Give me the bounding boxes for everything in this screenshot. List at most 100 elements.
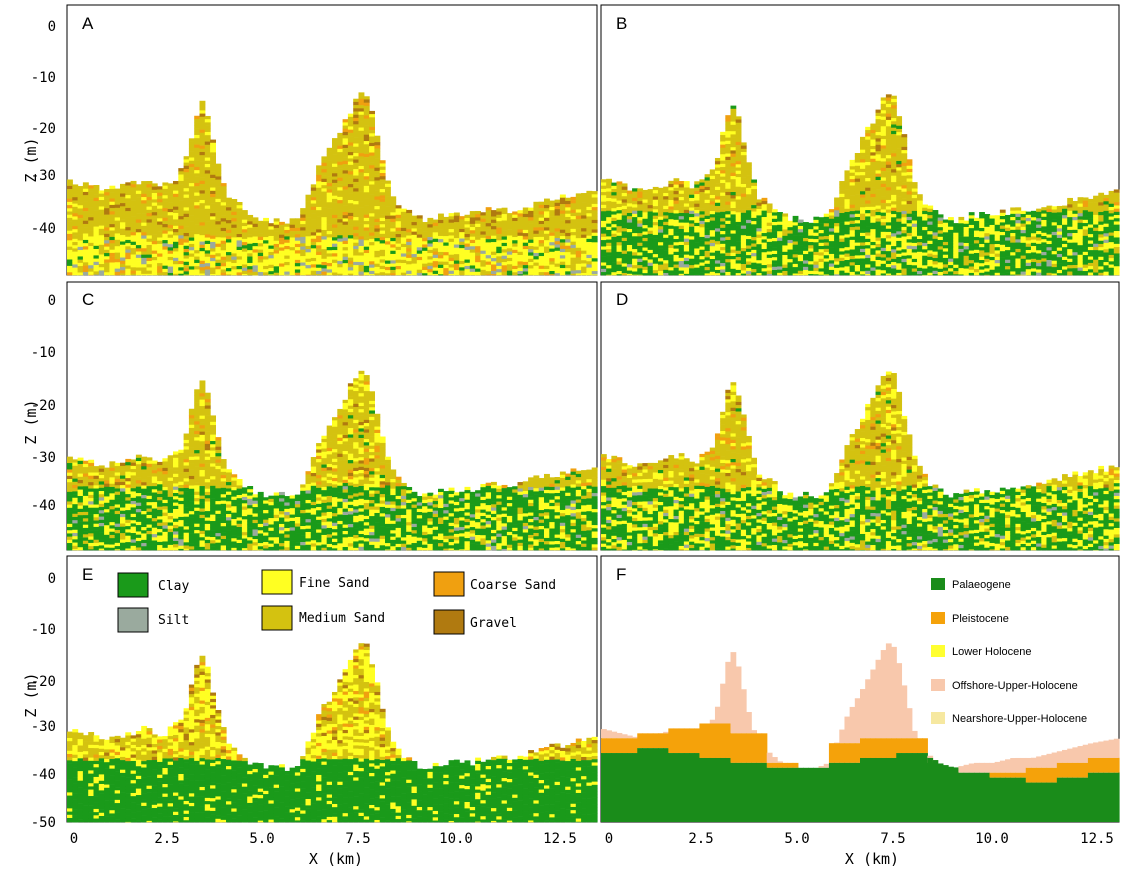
lithology-cell — [162, 243, 169, 247]
lithology-cell — [880, 193, 887, 197]
lithology-cell — [130, 232, 137, 236]
lithology-cell — [226, 271, 232, 275]
lithology-cell — [332, 259, 338, 264]
lithology-cell — [782, 251, 789, 256]
lithology-cell — [279, 250, 285, 255]
lithology-cell — [342, 224, 349, 229]
lithology-cell — [803, 228, 809, 232]
lithology-cell — [637, 268, 644, 272]
lithology-cell — [668, 254, 675, 258]
lithology-cell — [828, 253, 835, 258]
lithology-cell — [963, 220, 970, 225]
lithology-cell — [406, 248, 413, 252]
lithology-cell — [714, 234, 721, 239]
lithology-cell — [963, 262, 970, 266]
lithology-cell — [937, 268, 944, 273]
lithology-cell — [517, 271, 524, 275]
lithology-cell — [72, 232, 79, 236]
lithology-cell — [549, 206, 556, 211]
lithology-cell — [427, 233, 434, 238]
lithology-cell — [663, 237, 669, 242]
lithology-cell — [746, 181, 752, 186]
lithology-cell — [559, 268, 566, 272]
lithology-cell — [517, 251, 524, 256]
lithology-cell — [501, 230, 508, 234]
lithology-cell — [880, 203, 887, 207]
lithology-cell — [849, 230, 856, 234]
lithology-cell — [183, 242, 190, 247]
lithology-cell — [199, 267, 206, 271]
lithology-cell — [668, 180, 675, 185]
lithology-cell — [162, 214, 169, 218]
lithology-cell — [284, 223, 291, 228]
lithology-cell — [406, 235, 413, 240]
lithology-cell — [369, 181, 375, 185]
lithology-cell — [860, 181, 866, 186]
lithology-cell — [374, 257, 381, 261]
lithology-cell — [797, 264, 804, 268]
lithology-cell — [586, 245, 593, 249]
lithology-cell — [709, 198, 716, 202]
lithology-cell — [683, 245, 690, 249]
lithology-cell — [632, 191, 638, 195]
lithology-cell — [880, 215, 887, 220]
lithology-cell — [591, 258, 598, 262]
lithology-cell — [906, 175, 913, 179]
lithology-cell — [400, 224, 407, 229]
lithology-cell — [735, 218, 742, 223]
lithology-cell — [570, 200, 577, 204]
lithology-cell — [162, 220, 169, 225]
lithology-cell — [730, 268, 737, 273]
lithology-cell — [215, 237, 222, 241]
lithology-cell — [141, 213, 148, 217]
lithology-cell — [875, 131, 882, 136]
lithology-cell — [194, 195, 201, 200]
lithology-cell — [901, 265, 908, 269]
lithology-cell — [678, 225, 685, 230]
lithology-cell — [626, 273, 633, 276]
lithology-cell — [358, 207, 365, 212]
lithology-cell — [188, 234, 195, 238]
lithology-cell — [98, 225, 105, 230]
panel-a: A — [66, 4, 598, 276]
lithology-cell — [400, 237, 407, 241]
lithology-cell — [689, 191, 695, 196]
lithology-cell — [839, 181, 846, 185]
lithology-cell — [332, 227, 338, 232]
lithology-cell — [332, 144, 338, 148]
lithology-cell — [694, 222, 701, 227]
lithology-cell — [379, 166, 386, 171]
lithology-cell — [305, 204, 312, 208]
lithology-cell — [652, 225, 659, 229]
lithology-cell — [611, 240, 618, 244]
lithology-cell — [88, 185, 95, 189]
lithology-cell — [82, 195, 89, 199]
lithology-cell — [756, 202, 763, 207]
lithology-cell — [606, 178, 612, 183]
lithology-cell — [565, 216, 572, 221]
lithology-cell — [82, 182, 89, 186]
lithology-cell — [570, 264, 577, 268]
lithology-cell — [932, 267, 939, 272]
lithology-cell — [321, 226, 328, 231]
lithology-cell — [241, 261, 248, 265]
lithology-cell — [854, 213, 861, 218]
lithology-cell — [247, 221, 254, 225]
lithology-cell — [157, 234, 163, 238]
lithology-cell — [146, 200, 153, 204]
lithology-cell — [178, 190, 185, 195]
lithology-cell — [432, 261, 439, 265]
lithology-cell — [720, 157, 726, 161]
lithology-cell — [828, 215, 835, 220]
lithology-cell — [699, 201, 706, 206]
lithology-cell — [337, 200, 344, 204]
lithology-cell — [82, 233, 89, 238]
lithology-cell — [642, 193, 649, 197]
lithology-cell — [611, 230, 618, 235]
lithology-cell — [916, 194, 923, 198]
lithology-cell — [885, 97, 892, 102]
lithology-cell — [875, 240, 882, 245]
lithology-cell — [554, 253, 561, 258]
lithology-cell — [252, 255, 259, 260]
lithology-cell — [215, 189, 222, 193]
